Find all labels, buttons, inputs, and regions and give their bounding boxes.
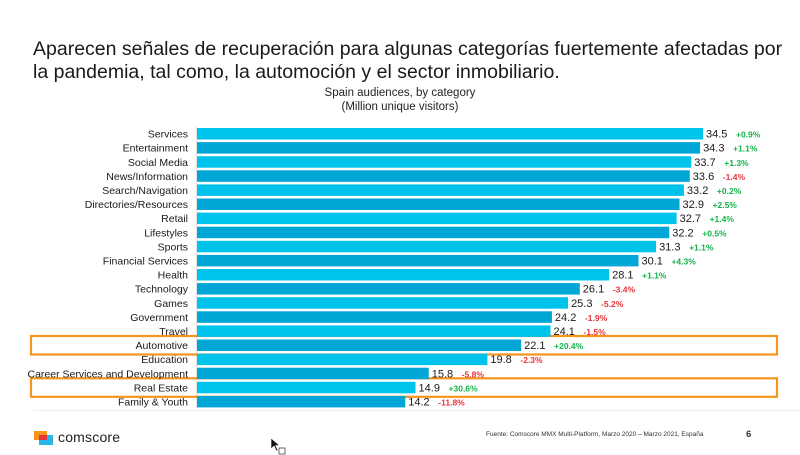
category-label: Services	[148, 129, 188, 141]
change-label: +0.9%	[736, 130, 761, 140]
category-label: Games	[154, 298, 188, 310]
change-label: +1.3%	[724, 158, 749, 168]
change-label: +0.2%	[717, 186, 742, 196]
change-label: +30.6%	[449, 383, 479, 393]
bars-layer: Services 34.5 +0.9% Entertainment 34.3 +1.1% S…	[28, 128, 761, 408]
value-label: 15.8	[432, 368, 453, 380]
category-label: Directories/Resources	[85, 199, 188, 211]
bar	[197, 325, 551, 337]
bar	[197, 212, 677, 225]
slide-headline: Aparecen señales de recuperación para al…	[33, 38, 783, 83]
comscore-logo-text: comscore	[58, 429, 121, 445]
change-label: +1.1%	[689, 242, 714, 252]
category-label: Automotive	[135, 340, 188, 352]
value-label: 33.7	[694, 157, 715, 169]
value-label: 24.1	[553, 326, 574, 338]
value-label: 33.6	[693, 171, 714, 183]
category-label: Career Services and Development	[28, 368, 189, 380]
category-label: News/Information	[106, 171, 188, 183]
value-label: 22.1	[524, 340, 545, 352]
bar	[197, 184, 684, 196]
category-label: Travel	[159, 326, 188, 338]
bar	[197, 198, 680, 210]
change-label: +4.3%	[671, 256, 696, 266]
bar	[197, 367, 429, 380]
category-label: Government	[130, 312, 188, 324]
change-label: +0.5%	[702, 228, 727, 238]
value-label: 34.3	[703, 143, 724, 155]
category-label: Entertainment	[123, 143, 188, 155]
value-label: 24.2	[555, 312, 576, 324]
category-label: Lifestyles	[144, 227, 188, 239]
value-label: 30.1	[641, 255, 662, 267]
comscore-logo-icon	[34, 431, 53, 445]
bar	[197, 142, 701, 154]
change-label: -3.4%	[613, 285, 636, 295]
value-label: 14.2	[408, 396, 429, 408]
chart-title-block: Spain audiences, by category (Million un…	[0, 86, 800, 114]
value-label: 26.1	[583, 284, 604, 296]
value-label: 25.3	[571, 298, 592, 310]
footer-divider	[33, 410, 800, 411]
change-label: +1.4%	[710, 214, 735, 224]
value-label: 31.3	[659, 241, 680, 253]
category-label: Social Media	[128, 157, 188, 169]
value-label: 33.2	[687, 185, 708, 197]
category-label: Sports	[158, 241, 188, 253]
bar-chart: Services 34.5 +0.9% Entertainment 34.3 +1.1% S…	[28, 126, 779, 408]
chart-subtitle: (Million unique visitors)	[341, 101, 459, 113]
bar	[197, 226, 670, 239]
category-label: Family & Youth	[118, 396, 188, 408]
bar	[197, 381, 416, 394]
category-label: Real Estate	[134, 382, 188, 394]
change-label: +1.1%	[642, 271, 667, 281]
value-label: 34.5	[706, 129, 727, 141]
value-label: 28.1	[612, 270, 633, 282]
bar	[197, 254, 639, 267]
change-label: +1.1%	[733, 144, 758, 154]
source-note: Fuente: Comscore MMX Multi-Platform, Mar…	[486, 431, 704, 438]
change-label: -1.9%	[585, 313, 608, 323]
bar	[197, 353, 488, 366]
bar	[197, 156, 692, 168]
value-label: 32.2	[672, 227, 693, 239]
value-label: 14.9	[419, 382, 440, 394]
change-label: -2.3%	[520, 355, 543, 365]
category-label: Search/Navigation	[102, 185, 188, 197]
bar	[197, 297, 569, 309]
bar	[197, 170, 690, 182]
bar	[197, 395, 406, 408]
page-number: 6	[746, 429, 752, 440]
bar	[197, 339, 522, 351]
mouse-cursor-icon	[270, 437, 286, 455]
change-label: +20.4%	[554, 341, 584, 351]
category-label: Technology	[135, 284, 189, 296]
change-label: -11.8%	[438, 397, 465, 407]
change-label: -1.4%	[723, 172, 746, 182]
category-label: Financial Services	[103, 255, 188, 267]
category-label: Health	[158, 270, 189, 282]
change-label: -5.2%	[601, 299, 624, 309]
value-label: 19.8	[490, 354, 511, 366]
bar	[197, 283, 580, 295]
value-label: 32.7	[680, 213, 701, 225]
chart-title: Spain audiences, by category	[324, 87, 476, 99]
bar	[197, 269, 610, 281]
bar	[197, 311, 552, 323]
value-label: 32.9	[683, 199, 704, 211]
bar	[197, 128, 703, 140]
change-label: -1.5%	[583, 327, 606, 337]
bar	[197, 240, 657, 253]
change-label: -5.8%	[462, 369, 485, 379]
change-label: +2.5%	[713, 200, 738, 210]
category-label: Education	[141, 354, 188, 366]
category-label: Retail	[161, 213, 188, 225]
